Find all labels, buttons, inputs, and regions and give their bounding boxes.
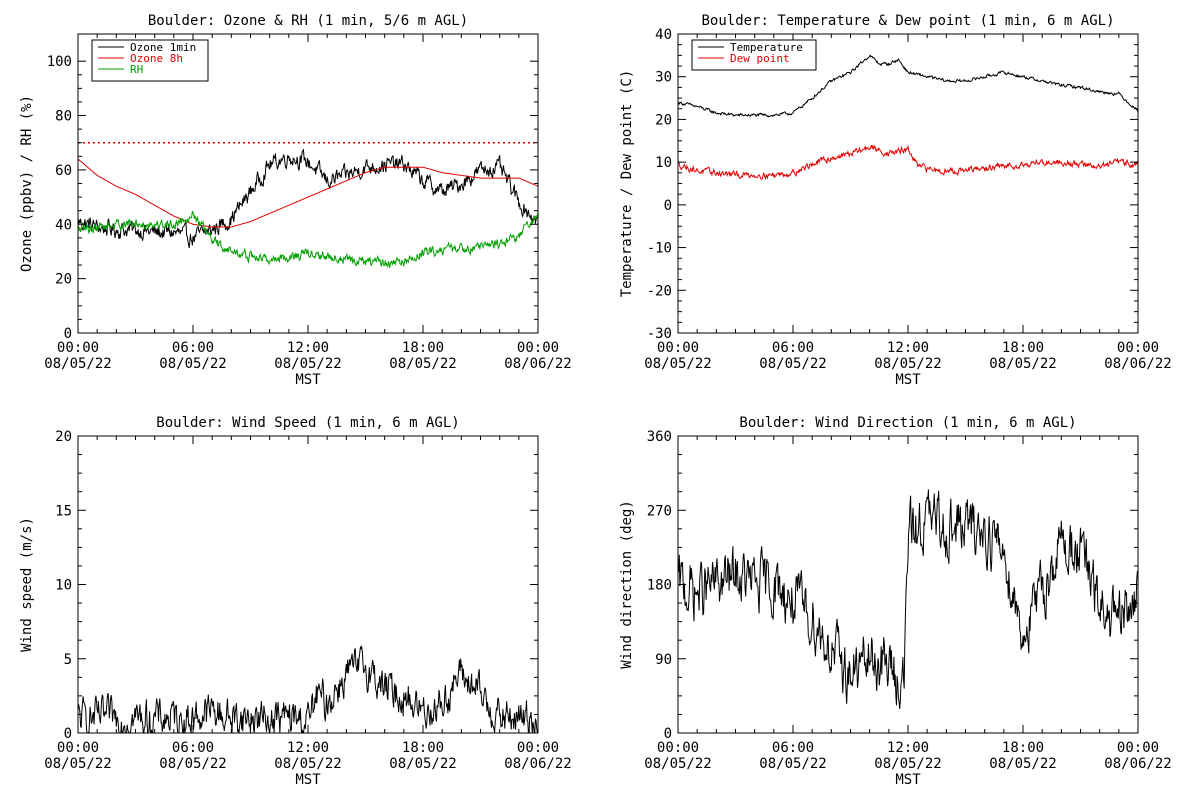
y-tick-label: 5: [64, 652, 72, 668]
x-tick-date: 08/05/22: [159, 356, 226, 372]
legend-entry: Ozone 8h: [130, 52, 183, 65]
y-tick-label: 90: [655, 652, 672, 668]
y-tick-label: 80: [55, 109, 72, 125]
y-tick-label: 360: [647, 429, 672, 445]
x-tick-date: 08/05/22: [44, 756, 111, 772]
x-axis-label: MST: [895, 772, 921, 788]
y-tick-label: 20: [655, 112, 672, 128]
x-tick-date: 08/05/22: [989, 756, 1056, 772]
series-line-rh: [77, 210, 539, 269]
panel-1: Boulder: Ozone & RH (1 min, 5/6 m AGL) 0 2…: [19, 13, 572, 388]
panel-3: Boulder: Wind Speed (1 min, 6 m AGL) 0 5 10…: [19, 415, 572, 788]
y-tick-label: 10: [655, 155, 672, 171]
series-line-main: [677, 489, 1139, 709]
x-tick-time: 00:00: [657, 740, 699, 756]
x-tick-date: 08/05/22: [274, 756, 341, 772]
x-tick-date: 08/05/22: [274, 356, 341, 372]
x-tick-date: 08/05/22: [874, 756, 941, 772]
x-axis-label: MST: [295, 372, 321, 388]
y-tick-label: 20: [55, 272, 72, 288]
y-tick-label: 0: [664, 726, 672, 742]
x-tick-date: 08/05/22: [159, 756, 226, 772]
x-tick-time: 12:00: [287, 740, 329, 756]
legend-entry: Ozone 1min: [130, 41, 196, 54]
legend-box: [691, 39, 817, 71]
chart-title: Boulder: Ozone & RH (1 min, 5/6 m AGL): [148, 13, 468, 29]
y-tick-label: 0: [64, 726, 72, 742]
y-tick-label: 15: [55, 503, 72, 519]
y-axis-label: Ozone (ppbv) / RH (%): [19, 95, 35, 272]
x-tick-date: 08/05/22: [759, 756, 826, 772]
chart-title: Boulder: Wind Speed (1 min, 6 m AGL): [156, 415, 459, 431]
y-tick-label: 10: [55, 578, 72, 594]
x-tick-time: 00:00: [657, 340, 699, 356]
x-tick-time: 00:00: [57, 340, 99, 356]
plot-frame: [677, 33, 1139, 334]
x-tick-date: 08/06/22: [1104, 756, 1171, 772]
x-tick-date: 08/06/22: [504, 756, 571, 772]
x-tick-date: 08/05/22: [644, 756, 711, 772]
x-tick-date: 08/05/22: [989, 356, 1056, 372]
panel-2: Boulder: Temperature & Dew point (1 min,…: [619, 13, 1172, 388]
x-tick-time: 18:00: [1002, 340, 1044, 356]
x-tick-time: 12:00: [887, 740, 929, 756]
x-tick-time: 00:00: [1117, 740, 1159, 756]
x-tick-time: 06:00: [172, 740, 214, 756]
x-tick-date: 08/06/22: [1104, 356, 1171, 372]
y-tick-label: 0: [64, 326, 72, 342]
x-tick-time: 06:00: [772, 340, 814, 356]
x-tick-date: 08/05/22: [389, 756, 456, 772]
x-tick-date: 08/05/22: [759, 356, 826, 372]
x-tick-time: 00:00: [1117, 340, 1159, 356]
series-line-main: [77, 644, 538, 734]
y-tick-label: -30: [647, 326, 672, 342]
y-tick-label: 20: [55, 429, 72, 445]
x-tick-time: 06:00: [772, 740, 814, 756]
x-axis-label: MST: [895, 372, 921, 388]
x-tick-date: 08/06/22: [504, 356, 571, 372]
x-tick-date: 08/05/22: [644, 356, 711, 372]
y-tick-label: 40: [55, 217, 72, 233]
y-tick-label: -20: [647, 283, 672, 299]
y-tick-label: 60: [55, 163, 72, 179]
series-line-temperature: [677, 54, 1139, 118]
plot-frame: [677, 435, 1139, 734]
chart-title: Boulder: Wind Direction (1 min, 6 m AGL): [739, 415, 1076, 431]
panel-4: Boulder: Wind Direction (1 min, 6 m AGL)…: [619, 415, 1172, 788]
x-tick-time: 00:00: [517, 740, 559, 756]
y-tick-label: 40: [655, 27, 672, 43]
x-tick-time: 00:00: [517, 340, 559, 356]
x-tick-time: 12:00: [287, 340, 329, 356]
x-tick-time: 00:00: [57, 740, 99, 756]
x-tick-date: 08/05/22: [874, 356, 941, 372]
y-tick-label: 100: [47, 54, 72, 70]
legend-entry: RH: [130, 63, 143, 76]
x-tick-time: 18:00: [402, 740, 444, 756]
chart-title: Boulder: Temperature & Dew point (1 min,…: [701, 13, 1114, 29]
series-line-dew-point: [677, 144, 1139, 181]
series-line-ozone-8h: [77, 158, 539, 228]
y-tick-label: 180: [647, 578, 672, 594]
y-tick-label: -10: [647, 241, 672, 257]
x-tick-time: 06:00: [172, 340, 214, 356]
y-tick-label: 0: [664, 198, 672, 214]
x-axis-label: MST: [295, 772, 321, 788]
y-tick-label: 270: [647, 503, 672, 519]
x-tick-date: 08/05/22: [44, 356, 111, 372]
y-axis-label: Temperature / Dew point (C): [619, 70, 635, 298]
x-tick-date: 08/05/22: [389, 356, 456, 372]
x-tick-time: 12:00: [887, 340, 929, 356]
y-axis-label: Wind speed (m/s): [19, 517, 35, 652]
series-line-ozone-1min: [77, 148, 539, 249]
x-tick-time: 18:00: [402, 340, 444, 356]
y-tick-label: 30: [655, 70, 672, 86]
legend-entry: Temperature: [730, 41, 803, 54]
x-tick-time: 18:00: [1002, 740, 1044, 756]
legend-entry: Dew point: [730, 52, 790, 65]
y-axis-label: Wind direction (deg): [619, 500, 635, 669]
